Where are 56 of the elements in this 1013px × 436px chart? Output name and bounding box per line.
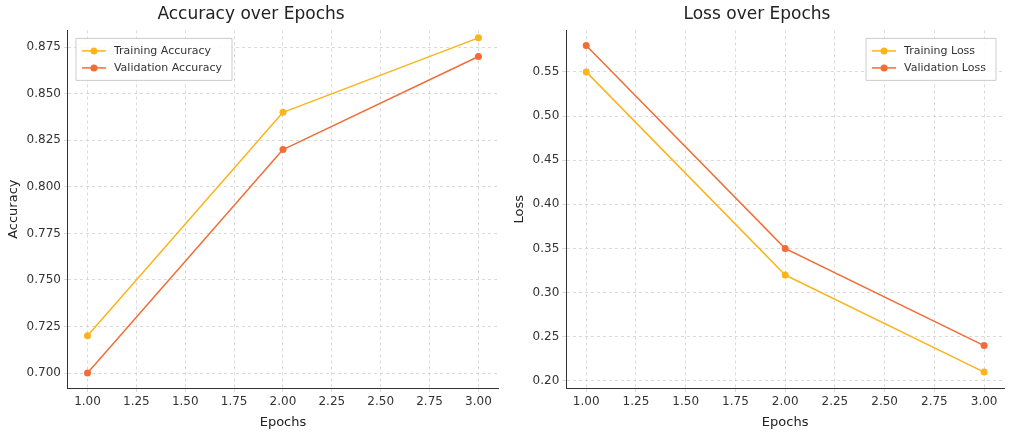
point bbox=[781, 271, 789, 279]
x-axis-title: Epochs bbox=[259, 413, 307, 429]
y-tick-label: 0.775 bbox=[26, 225, 61, 240]
legend-label: Training Loss bbox=[903, 43, 976, 57]
point bbox=[279, 146, 287, 154]
point bbox=[84, 369, 91, 377]
x-tick-label: 2.50 bbox=[367, 394, 395, 409]
point bbox=[781, 244, 789, 252]
x-tick-label: 2.00 bbox=[771, 394, 799, 409]
y-tick-label: 0.35 bbox=[532, 240, 560, 255]
y-tick-label: 0.30 bbox=[532, 284, 560, 299]
x-tick-label: 2.75 bbox=[416, 394, 443, 409]
y-tick-label: 0.800 bbox=[26, 178, 61, 193]
y-axis-title: Accuracy bbox=[5, 179, 21, 239]
x-axis-title: Epochs bbox=[761, 413, 809, 429]
x-tick-label: 1.00 bbox=[572, 394, 600, 409]
y-tick-label: 0.45 bbox=[532, 152, 560, 167]
point bbox=[474, 52, 482, 60]
y-tick-label: 0.825 bbox=[26, 132, 61, 147]
legend-label: Validation Accuracy bbox=[113, 60, 223, 74]
x-tick-label: 1.50 bbox=[672, 394, 700, 409]
point bbox=[279, 108, 287, 116]
x-tick-label: 3.00 bbox=[970, 394, 998, 409]
point bbox=[980, 368, 988, 376]
y-tick-label: 0.850 bbox=[26, 85, 61, 100]
point bbox=[84, 332, 91, 340]
x-tick-label: 2.25 bbox=[318, 394, 346, 409]
y-tick-label: 0.750 bbox=[26, 272, 61, 287]
point bbox=[582, 68, 590, 76]
x-tick-label: 1.25 bbox=[123, 394, 150, 409]
legend-label: Validation Loss bbox=[904, 60, 987, 74]
y-tick-label: 0.55 bbox=[532, 64, 560, 79]
y-tick-label: 0.40 bbox=[532, 196, 560, 211]
x-tick-label: 1.75 bbox=[722, 394, 749, 409]
y-tick-label: 0.725 bbox=[26, 318, 61, 333]
x-tick-label: 3.00 bbox=[465, 394, 492, 409]
x-tick-label: 1.50 bbox=[171, 394, 199, 409]
chart-title: Accuracy over Epochs bbox=[157, 2, 345, 23]
point bbox=[474, 34, 482, 42]
y-tick-label: 0.20 bbox=[532, 373, 560, 388]
y-axis-title: Loss bbox=[511, 194, 527, 224]
x-tick-label: 2.00 bbox=[269, 394, 297, 409]
x-tick-label: 2.50 bbox=[871, 394, 898, 409]
chart-title: Loss over Epochs bbox=[683, 2, 831, 23]
x-tick-label: 1.75 bbox=[220, 394, 248, 409]
x-tick-label: 1.25 bbox=[622, 394, 650, 409]
y-tick-label: 0.50 bbox=[532, 108, 560, 123]
point bbox=[582, 41, 590, 49]
x-tick-label: 1.00 bbox=[74, 394, 101, 409]
legend-label: Training Accuracy bbox=[112, 43, 212, 57]
point bbox=[980, 342, 988, 350]
y-tick-label: 0.25 bbox=[532, 328, 560, 343]
y-tick-label: 0.700 bbox=[26, 365, 61, 380]
x-tick-label: 2.75 bbox=[921, 394, 948, 409]
x-tick-label: 2.25 bbox=[821, 394, 849, 409]
y-tick-label: 0.875 bbox=[26, 39, 61, 54]
